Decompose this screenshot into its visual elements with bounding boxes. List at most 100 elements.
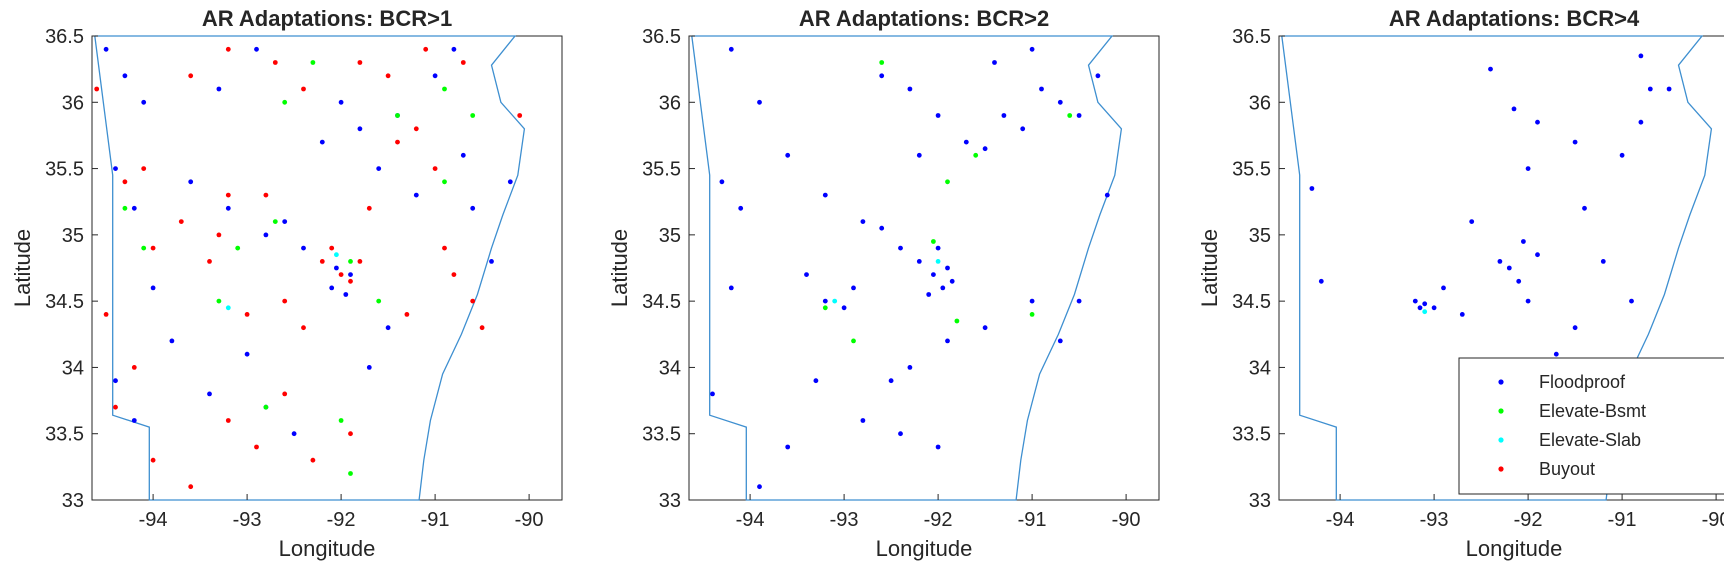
point-floodproof <box>1469 219 1475 225</box>
point-floodproof <box>329 285 335 291</box>
point-buyout <box>263 192 269 198</box>
plot-area: -94 -93 -92 -91 -90 33 33.5 34 34.5 35 35.5 36 36.5 L… <box>10 26 563 561</box>
x-axis-label: Longitude <box>1466 536 1563 561</box>
point-floodproof <box>935 444 941 450</box>
point-floodproof <box>1057 99 1063 105</box>
point-elevate-bsmt <box>945 179 950 185</box>
point-floodproof <box>935 245 941 251</box>
legend-marker <box>1498 408 1504 414</box>
x-tick-label: -93 <box>830 509 859 531</box>
x-tick-label: -90 <box>515 509 544 531</box>
y-tick-label: 35.5 <box>1232 159 1271 181</box>
point-floodproof <box>254 46 259 52</box>
point-buyout <box>357 60 363 65</box>
point-floodproof <box>888 378 894 384</box>
point-floodproof <box>1666 86 1672 92</box>
legend-label: Buyout <box>1539 459 1595 479</box>
point-elevate-bsmt <box>263 404 269 410</box>
point-floodproof <box>122 73 128 79</box>
y-tick-label: 36 <box>62 92 84 114</box>
x-tick-label: -92 <box>327 509 356 531</box>
axes-box <box>91 35 563 501</box>
point-elevate-bsmt <box>931 239 936 244</box>
point-floodproof <box>1441 285 1446 291</box>
point-buyout <box>178 219 184 225</box>
point-floodproof <box>935 113 941 118</box>
point-floodproof <box>150 285 156 291</box>
point-floodproof <box>1039 86 1044 92</box>
point-floodproof <box>1553 351 1559 357</box>
point-floodproof <box>1001 113 1007 118</box>
point-floodproof <box>1029 298 1035 304</box>
point-floodproof <box>1497 259 1503 264</box>
point-floodproof <box>710 391 715 397</box>
point-floodproof <box>460 152 466 158</box>
x-tick-label: -93 <box>1420 509 1449 531</box>
y-tick-label: 34 <box>62 357 84 379</box>
point-floodproof <box>1412 298 1418 304</box>
point-buyout <box>122 179 128 185</box>
point-elevate-slab <box>225 305 231 311</box>
x-axis-label: Longitude <box>876 536 973 561</box>
y-tick-label: 33.5 <box>45 424 84 446</box>
point-elevate-bsmt <box>470 113 476 118</box>
point-floodproof <box>207 391 212 397</box>
state-border <box>691 35 1123 501</box>
point-floodproof <box>898 431 903 437</box>
y-tick-label: 34.5 <box>45 291 84 313</box>
point-floodproof <box>113 166 118 172</box>
point-elevate-slab <box>935 259 941 264</box>
point-elevate-slab <box>1422 309 1428 315</box>
point-floodproof <box>131 418 137 423</box>
point-floodproof <box>804 272 809 277</box>
legend-marker <box>1498 437 1504 443</box>
point-floodproof <box>785 444 791 450</box>
point-floodproof <box>1582 205 1587 211</box>
point-floodproof <box>963 139 969 145</box>
point-buyout <box>479 325 485 331</box>
panel-bcr4: AR Adaptations: BCR>4 -94 -93 -92 -91 -90 33 3… <box>1197 6 1724 561</box>
legend-marker <box>1498 379 1504 385</box>
point-elevate-bsmt <box>282 99 288 105</box>
point-elevate-bsmt <box>442 86 447 92</box>
point-floodproof <box>1521 239 1526 244</box>
chart-title: AR Adaptations: BCR>1 <box>202 6 452 31</box>
point-elevate-bsmt <box>1029 312 1035 317</box>
point-floodproof <box>413 192 419 198</box>
point-elevate-bsmt <box>310 60 316 65</box>
point-buyout <box>188 73 194 79</box>
point-floodproof <box>1525 298 1531 304</box>
point-elevate-bsmt <box>348 471 353 476</box>
x-tick-label: -92 <box>924 509 953 531</box>
point-floodproof <box>291 431 297 437</box>
point-buyout <box>338 272 344 277</box>
point-floodproof <box>385 325 391 331</box>
point-buyout <box>225 418 231 423</box>
axes-box <box>688 35 1160 501</box>
point-buyout <box>357 259 363 264</box>
point-floodproof <box>822 298 828 304</box>
point-elevate-bsmt <box>338 418 344 423</box>
point-buyout <box>216 232 222 238</box>
x-tick-label: -94 <box>1326 509 1355 531</box>
point-floodproof <box>1104 192 1110 198</box>
point-floodproof <box>1572 325 1578 331</box>
chart-title: AR Adaptations: BCR>2 <box>799 6 1049 31</box>
point-floodproof <box>907 365 913 370</box>
point-floodproof <box>103 46 109 52</box>
point-elevate-bsmt <box>141 245 147 251</box>
point-floodproof <box>898 245 903 251</box>
y-tick-label: 36 <box>659 92 681 114</box>
point-floodproof <box>432 73 438 79</box>
point-floodproof <box>113 378 118 384</box>
point-buyout <box>395 139 400 145</box>
point-floodproof <box>1488 66 1493 72</box>
y-tick-label: 34.5 <box>1232 291 1271 313</box>
y-tick-label: 33 <box>62 490 84 512</box>
point-buyout <box>141 166 147 172</box>
point-floodproof <box>1572 139 1578 145</box>
y-tick-label: 34 <box>1249 357 1271 379</box>
point-floodproof <box>1516 278 1522 284</box>
point-floodproof <box>1076 113 1082 118</box>
